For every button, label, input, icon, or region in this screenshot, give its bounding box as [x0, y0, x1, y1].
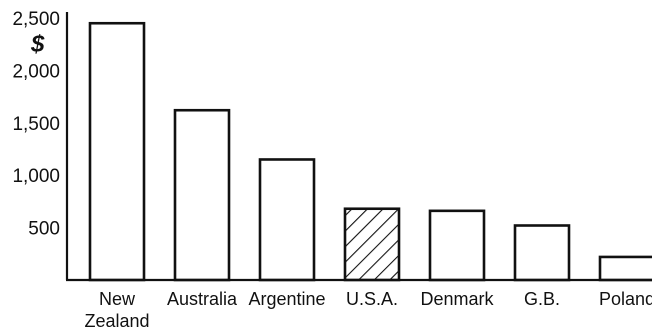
- y-tick-label: 2,500: [12, 9, 60, 30]
- bar-argentine: [258, 158, 316, 282]
- y-tick-label: 1,000: [12, 166, 60, 187]
- chart-marks: 500 1,000 1,500 2,000 2,500 New Zealand Austral…: [12, 9, 652, 331]
- x-tick-label: Poland: [599, 289, 652, 309]
- x-tick-label: U.S.A.: [346, 289, 398, 309]
- bar-new-zealand: [88, 21, 146, 282]
- bar-australia: [173, 108, 231, 282]
- y-tick-label: 1,500: [12, 114, 60, 135]
- bar-u-s-a: [343, 207, 401, 282]
- bar-poland: [598, 255, 652, 282]
- y-tick-label: 500: [28, 219, 60, 240]
- x-tick-label: Australia: [167, 289, 238, 309]
- y-tick-label: 2,000: [12, 61, 60, 82]
- y-axis-unit-label: $: [30, 31, 45, 58]
- x-tick-label: Denmark: [420, 289, 494, 309]
- bar-g-b: [513, 224, 571, 282]
- x-tick-label: New Zealand: [84, 289, 149, 331]
- x-tick-label: G.B.: [524, 289, 560, 309]
- bar-denmark: [428, 209, 486, 282]
- x-tick-label: Argentine: [248, 289, 325, 309]
